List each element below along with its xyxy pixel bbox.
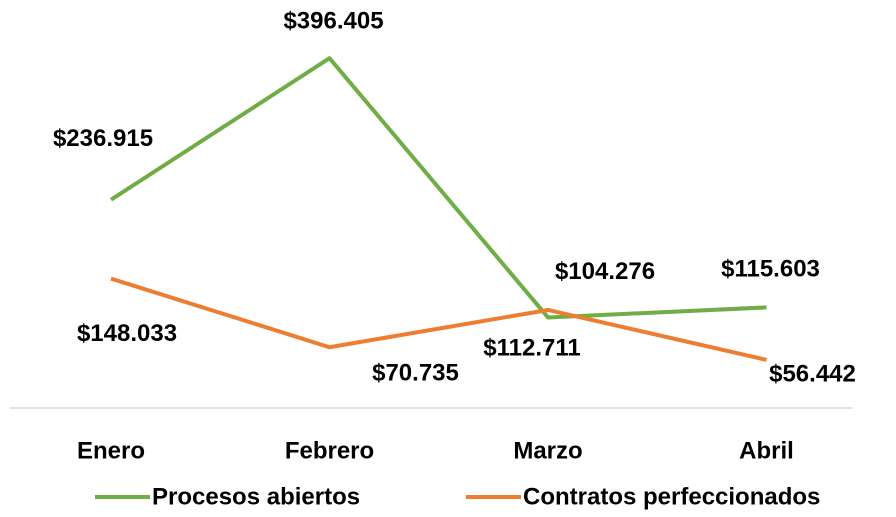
data-label: $104.276 xyxy=(555,258,655,285)
data-label: $56.442 xyxy=(769,360,856,387)
legend-label: Contratos perfeccionados xyxy=(523,483,820,510)
data-label: $396.405 xyxy=(283,8,383,35)
legend-label: Procesos abiertos xyxy=(152,483,360,510)
x-tick-label: Marzo xyxy=(513,437,582,464)
data-label: $115.603 xyxy=(721,256,820,283)
data-label: $236.915 xyxy=(53,125,153,152)
data-label: $112.711 xyxy=(483,334,580,361)
x-tick-label: Enero xyxy=(77,437,145,464)
series-line xyxy=(110,276,767,362)
data-label: $70.735 xyxy=(372,360,459,387)
x-tick-label: Febrero xyxy=(285,437,374,464)
x-tick-label: Abril xyxy=(739,437,794,464)
data-label: $148.033 xyxy=(77,320,177,347)
series-line xyxy=(109,56,767,320)
